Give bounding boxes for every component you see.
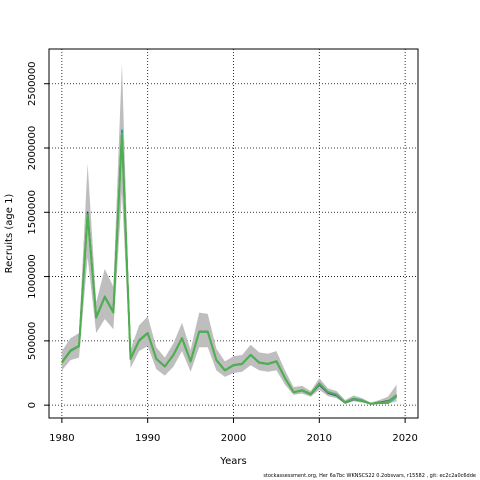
x-tick-label: 2020 xyxy=(392,433,417,444)
footer-note: stockassessment.org, Her 6a7bc WKNSCS22 … xyxy=(263,473,476,479)
x-tick-label: 2010 xyxy=(307,433,332,444)
y-axis-label: Recruits (age 1) xyxy=(4,194,15,274)
x-tick-label: 1990 xyxy=(135,433,160,444)
series-line-5 xyxy=(61,133,398,405)
y-tick-label: 0 xyxy=(27,402,38,408)
x-axis-label: Years xyxy=(219,456,246,467)
y-tick-label: 500000 xyxy=(27,322,38,360)
y-tick-label: 2500000 xyxy=(27,61,38,106)
y-tick-label: 1000000 xyxy=(27,254,38,299)
confidence-band-area xyxy=(61,63,397,405)
series-lines xyxy=(61,129,398,405)
x-axis: 1980 1990 2000 2010 2020 xyxy=(49,418,418,444)
x-tick-label: 2000 xyxy=(221,433,246,444)
confidence-band xyxy=(61,63,397,405)
y-tick-label: 1500000 xyxy=(27,190,38,235)
y-axis: 0 500000 1000000 1500000 2000000 2500000 xyxy=(27,61,49,408)
x-tick-label: 1980 xyxy=(49,433,74,444)
y-tick-label: 2000000 xyxy=(27,126,38,171)
